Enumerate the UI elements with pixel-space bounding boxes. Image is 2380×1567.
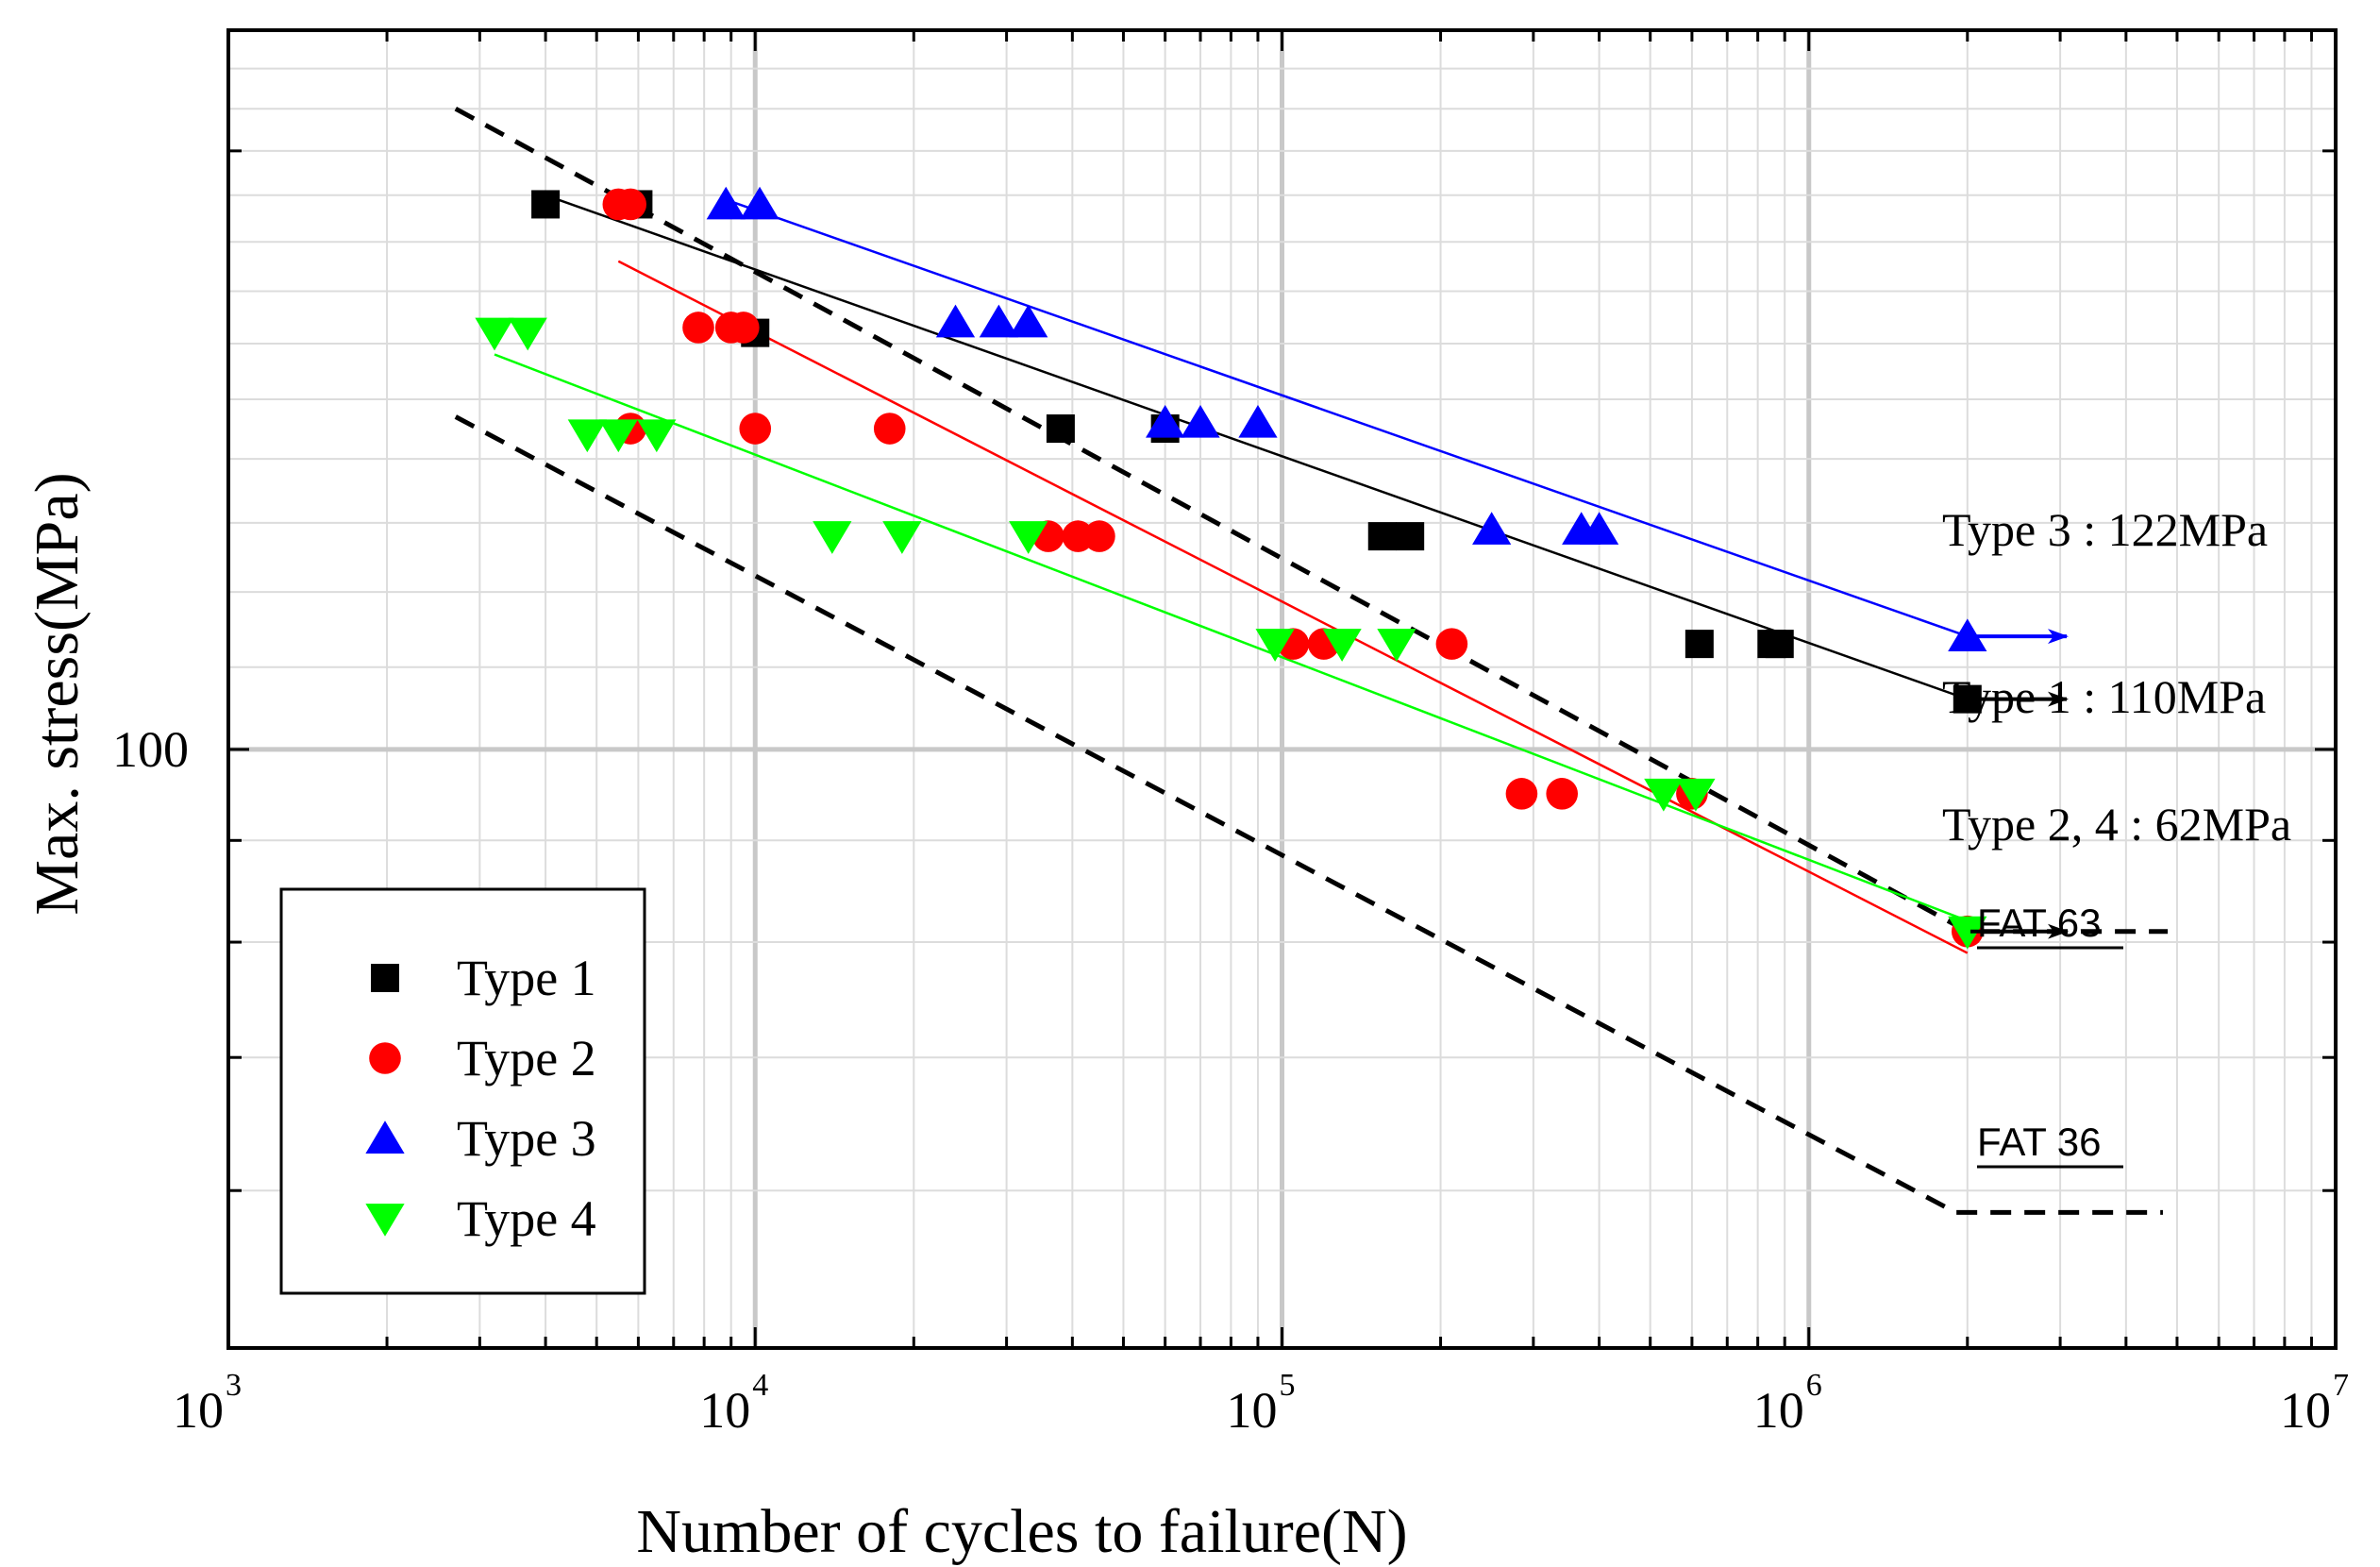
data-point-type-4 — [882, 521, 922, 554]
x-tick-label: 10 5 — [1227, 1368, 1296, 1439]
data-point-type-4 — [1322, 629, 1362, 662]
data-point-type-3 — [1146, 404, 1185, 438]
data-points — [475, 186, 1987, 950]
fit-line-type-4 — [494, 353, 1969, 922]
x-tick-label-base: 10 — [2280, 1382, 2331, 1439]
data-point-type-2 — [739, 413, 772, 445]
x-tick-label-base: 10 — [1753, 1382, 1804, 1439]
fit-lines — [494, 194, 1969, 954]
data-point-type-3 — [1948, 618, 1987, 652]
x-tick-labels: 10 3 10 4 10 5 10 6 10 7 — [173, 1368, 2349, 1439]
data-point-type-4 — [598, 419, 638, 453]
data-point-type-4 — [567, 419, 607, 453]
data-point-type-3 — [706, 186, 746, 220]
data-point-type-3 — [979, 304, 1019, 338]
data-point-type-4 — [637, 419, 677, 453]
x-tick-label-exponent: 5 — [1280, 1368, 1296, 1403]
grid-lines — [228, 30, 2336, 1348]
legend-box — [279, 887, 646, 1295]
legend-label: Type 3 — [457, 1110, 596, 1167]
data-point-type-1 — [531, 190, 561, 219]
data-point-type-4 — [1255, 629, 1295, 662]
reference-line-fat-63 — [454, 107, 2169, 935]
data-point-type-4 — [813, 521, 852, 554]
data-point-type-4 — [1676, 778, 1716, 812]
data-point-type-2 — [614, 188, 646, 221]
x-tick-label: 10 7 — [2280, 1368, 2349, 1439]
fat-label: FAT 63 — [1977, 901, 2102, 945]
data-point-type-3 — [1472, 512, 1512, 545]
data-point-type-1 — [1684, 630, 1714, 659]
legend-label: Type 4 — [457, 1190, 596, 1247]
fit-line-type-1 — [545, 194, 1969, 700]
fit-line-type-2 — [617, 260, 1969, 954]
y-tick-label: 100 — [112, 721, 189, 778]
data-point-type-1 — [1046, 414, 1075, 444]
annotations: Type 3 : 122MPa Type 1 : 110MPa Type 2, 4 … — [1942, 503, 2291, 1169]
fit-line-type-3 — [725, 198, 1969, 638]
annotation-text: Type 3 : 122MPa — [1942, 503, 2268, 556]
data-point-type-2 — [1546, 778, 1578, 810]
data-point-type-1 — [1765, 630, 1794, 659]
data-point-type-4 — [508, 317, 547, 351]
data-point-type-3 — [1579, 512, 1619, 545]
x-tick-label-exponent: 6 — [1806, 1368, 1822, 1403]
data-point-type-1 — [1396, 522, 1425, 551]
x-tick-label-base: 10 — [1227, 1382, 1278, 1439]
legend-marker-type-3 — [365, 1120, 405, 1154]
legend: Type 1 Type 2 Type 3 Type 4 — [279, 887, 646, 1295]
legend-marker-type-1 — [371, 964, 399, 992]
x-tick-label-base: 10 — [699, 1382, 750, 1439]
x-tick-label-exponent: 4 — [752, 1368, 768, 1403]
x-axis-label: Number of cycles to failure(N) — [636, 1497, 1407, 1566]
x-tick-label-exponent: 7 — [2333, 1368, 2349, 1403]
reference-line-fat-36 — [454, 414, 2163, 1215]
annotation-text: Type 2, 4 : 62MPa — [1942, 798, 2291, 851]
data-point-type-4 — [1377, 629, 1416, 662]
data-point-type-4 — [475, 317, 514, 351]
data-point-type-4 — [1644, 778, 1684, 812]
data-point-type-3 — [935, 304, 976, 338]
y-axis-label: Max. stress(MPa) — [23, 472, 92, 915]
legend-marker-type-2 — [369, 1042, 401, 1074]
data-point-type-2 — [728, 312, 760, 344]
data-point-type-2 — [1435, 628, 1468, 660]
data-point-type-1 — [1367, 522, 1397, 551]
x-tick-label-base: 10 — [173, 1382, 224, 1439]
x-tick-label: 10 3 — [173, 1368, 242, 1439]
data-point-type-3 — [1238, 404, 1278, 438]
fat-label: FAT 36 — [1977, 1120, 2102, 1164]
x-tick-label-exponent: 3 — [226, 1368, 242, 1403]
data-point-type-2 — [1083, 520, 1115, 552]
annotation-text: Type 1 : 110MPa — [1942, 670, 2266, 723]
data-point-type-2 — [873, 413, 906, 445]
data-point-type-3 — [740, 186, 779, 220]
fat-reference-lines — [454, 107, 2169, 1215]
legend-marker-type-4 — [365, 1204, 405, 1237]
y-tick-labels: 100 — [112, 721, 189, 778]
data-point-type-2 — [1505, 778, 1538, 810]
data-point-type-4 — [1009, 521, 1048, 554]
x-tick-label: 10 4 — [699, 1368, 768, 1439]
data-point-type-4 — [1948, 916, 1987, 950]
legend-label: Type 1 — [457, 950, 596, 1006]
data-point-type-3 — [1009, 304, 1048, 338]
plot-frame — [226, 28, 2338, 1350]
legend-label: Type 2 — [457, 1030, 596, 1087]
data-point-type-3 — [1181, 404, 1220, 438]
data-point-type-2 — [682, 312, 714, 344]
x-tick-label: 10 6 — [1753, 1368, 1822, 1439]
axis-ticks — [226, 30, 2338, 1348]
